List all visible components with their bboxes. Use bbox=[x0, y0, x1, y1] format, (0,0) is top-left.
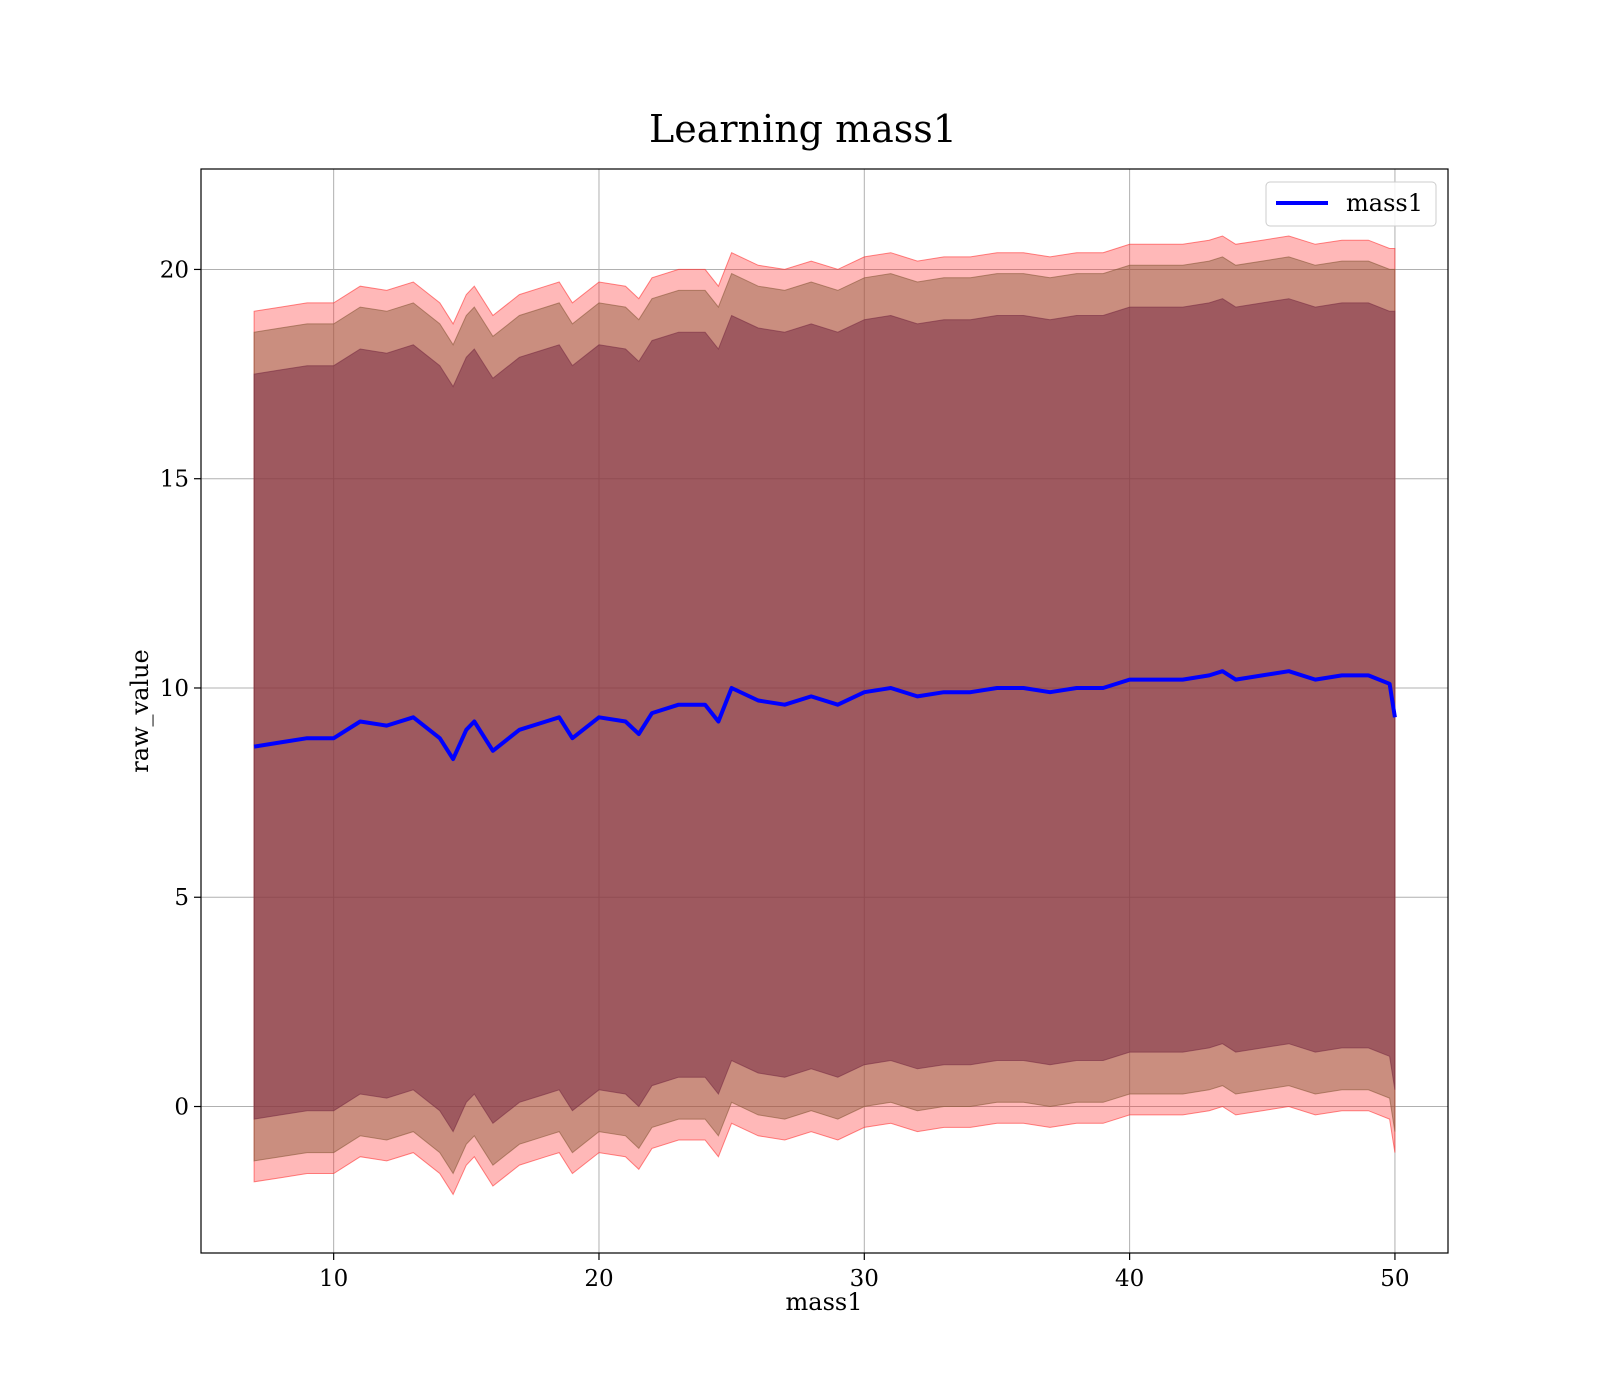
confidence-bands bbox=[253, 235, 1396, 1196]
legend-box bbox=[1265, 181, 1437, 227]
plot-frame bbox=[200, 168, 1449, 1254]
chart-title: Learning mass1 bbox=[649, 107, 957, 151]
x-tick-label: 20 bbox=[584, 1266, 613, 1292]
y-tick-label: 5 bbox=[174, 885, 189, 911]
x-tick-label: 30 bbox=[850, 1266, 879, 1292]
y-axis-ticks: 0 5 10 15 20 bbox=[160, 257, 201, 1121]
x-tick-label: 50 bbox=[1380, 1266, 1409, 1292]
y-tick-label: 0 bbox=[174, 1095, 189, 1121]
series-lines bbox=[253, 669, 1397, 762]
legend: mass1 bbox=[1265, 181, 1437, 227]
y-tick-label: 10 bbox=[160, 676, 189, 702]
y-axis-label: raw_value bbox=[126, 649, 154, 773]
x-axis-label: mass1 bbox=[786, 1288, 863, 1316]
legend-label: mass1 bbox=[1346, 189, 1423, 217]
y-tick-label: 15 bbox=[160, 467, 189, 493]
x-axis-ticks: 10 20 30 40 50 bbox=[319, 1253, 1410, 1292]
x-tick-label: 10 bbox=[319, 1266, 348, 1292]
x-tick-label: 40 bbox=[1115, 1266, 1144, 1292]
band-3 bbox=[253, 298, 1396, 1133]
y-tick-label: 20 bbox=[160, 257, 189, 283]
series-line-1 bbox=[253, 669, 1397, 762]
